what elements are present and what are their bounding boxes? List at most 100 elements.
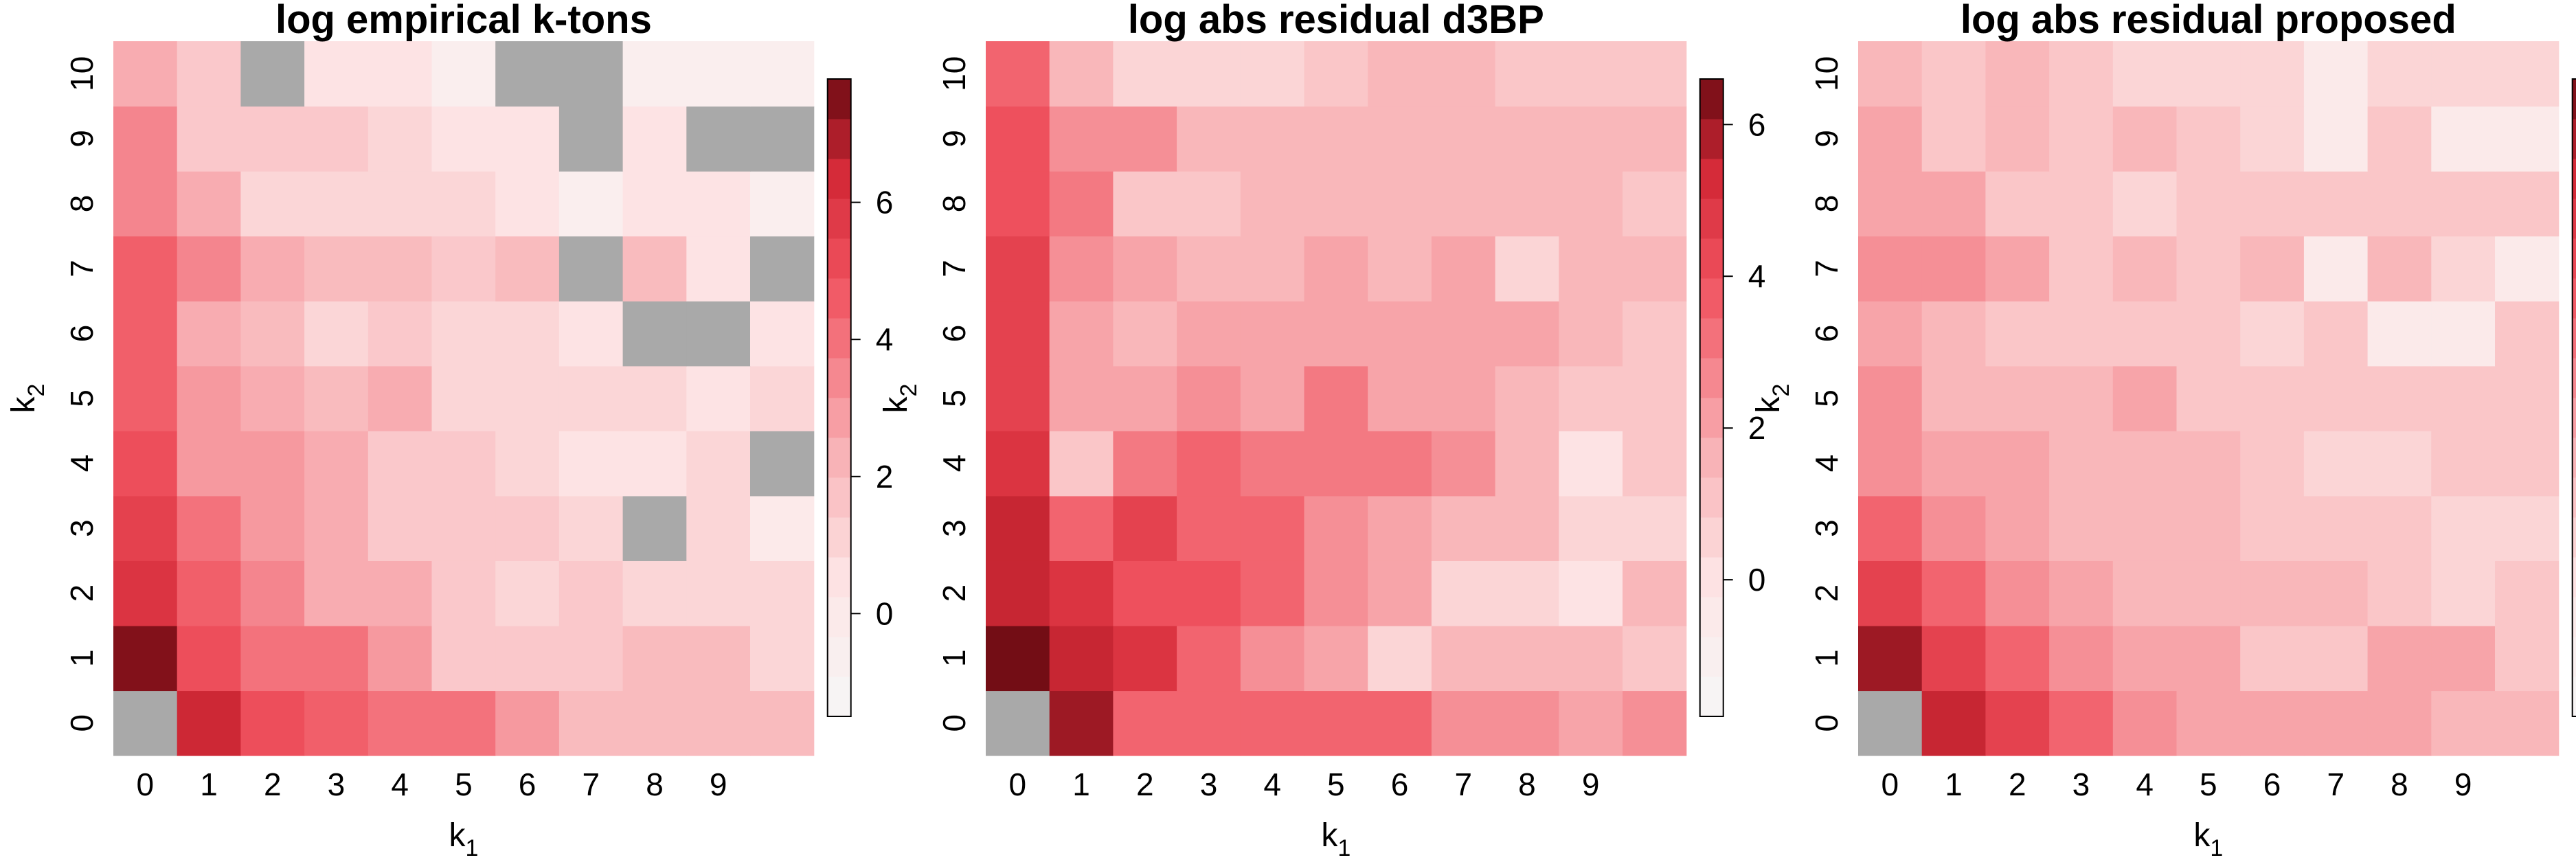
heatmap-cell xyxy=(113,495,178,561)
heatmap-cell xyxy=(304,625,369,692)
heatmap-cell xyxy=(2112,560,2178,626)
heatmap-cell xyxy=(1858,41,1923,107)
heatmap-cell xyxy=(2049,171,2114,237)
heatmap-cell xyxy=(1623,365,1687,431)
legend-color-band xyxy=(827,438,851,478)
heatmap-cell xyxy=(558,560,624,626)
legend-color-band xyxy=(2572,677,2576,717)
heatmap-cell xyxy=(750,560,815,626)
heatmap-cell xyxy=(431,431,496,497)
heatmap-cell xyxy=(495,495,560,561)
heatmap-cell xyxy=(2367,365,2432,431)
y-tick-label: 5 xyxy=(1809,389,1844,407)
x-tick-label: 8 xyxy=(1518,767,1536,802)
heatmap-cell xyxy=(2049,431,2114,497)
legend-color-band xyxy=(827,597,851,637)
heatmap-cell xyxy=(177,236,241,302)
x-tick-label: 2 xyxy=(1136,767,1154,802)
x-tick-label: 4 xyxy=(2136,767,2154,802)
heatmap-cell xyxy=(1623,236,1687,302)
heatmap-cell xyxy=(1368,41,1432,107)
heatmap-cell xyxy=(2495,431,2560,497)
heatmap-cell xyxy=(495,171,560,237)
heatmap-cell xyxy=(986,171,1050,237)
heatmap-cell xyxy=(431,625,496,692)
x-tick-label: 0 xyxy=(1009,767,1027,802)
heatmap-cell xyxy=(1177,301,1241,367)
y-tick-label: 0 xyxy=(64,714,100,732)
heatmap-cell xyxy=(622,236,687,302)
heatmap-cell xyxy=(686,495,751,561)
heatmap-cell xyxy=(1559,690,1623,756)
y-tick-label: 6 xyxy=(64,325,100,343)
x-tick-label: 3 xyxy=(328,767,346,802)
heatmap-cell xyxy=(1921,301,1986,367)
legend-color-band xyxy=(1699,159,1724,199)
legend-color-band xyxy=(827,79,851,120)
heatmap-cell xyxy=(177,106,241,172)
heatmap-cell xyxy=(750,106,815,172)
legend-color-band xyxy=(827,358,851,398)
legend-tick-label: 4 xyxy=(1748,258,1766,294)
heatmap-cell xyxy=(1559,106,1623,172)
x-tick-label: 5 xyxy=(2200,767,2217,802)
y-tick-label: 7 xyxy=(936,260,972,277)
heatmap-cell xyxy=(177,495,241,561)
heatmap-cell xyxy=(2495,625,2560,692)
heatmap-cell xyxy=(2431,625,2496,692)
heatmap-cell xyxy=(2495,560,2560,626)
heatmap-cell xyxy=(750,41,815,107)
legend-color-band xyxy=(2572,358,2576,398)
heatmap-cell xyxy=(1431,365,1496,431)
heatmap-cell xyxy=(1431,106,1496,172)
heatmap-cell xyxy=(113,690,178,756)
heatmap-cell xyxy=(1858,431,1923,497)
heatmap-cell xyxy=(1623,495,1687,561)
heatmap-cell xyxy=(1177,495,1241,561)
legend-color-band xyxy=(1699,398,1724,438)
heatmap-cell xyxy=(1177,106,1241,172)
legend-color-band xyxy=(2572,637,2576,677)
heatmap-cell xyxy=(1985,495,2050,561)
legend-color-band xyxy=(2572,477,2576,518)
heatmap-cell xyxy=(495,236,560,302)
heatmap-cell xyxy=(177,365,241,431)
heatmap-cell xyxy=(113,625,178,692)
heatmap-cell xyxy=(368,41,433,107)
legend-color-band xyxy=(827,677,851,717)
heatmap-cell xyxy=(2112,106,2178,172)
heatmap-cell xyxy=(1858,560,1923,626)
heatmap-cell xyxy=(240,690,305,756)
heatmap-cell xyxy=(304,690,369,756)
legend-color-band xyxy=(1699,557,1724,598)
legend-color-band xyxy=(827,517,851,558)
heatmap-cell xyxy=(2176,106,2241,172)
heatmap-cell xyxy=(1240,41,1305,107)
heatmap-cell xyxy=(1368,560,1432,626)
heatmap-cell xyxy=(2240,236,2305,302)
heatmap-cell xyxy=(1368,431,1432,497)
chart-title: log empirical k-tons xyxy=(275,0,652,42)
heatmap-cell xyxy=(1304,41,1368,107)
chart-title: log abs residual proposed xyxy=(1961,0,2456,42)
heatmap-cell xyxy=(240,171,305,237)
heatmap-cell xyxy=(368,365,433,431)
y-tick-label: 0 xyxy=(1809,714,1844,732)
legend-colorbar-frame xyxy=(2571,78,2576,717)
y-tick-label: 8 xyxy=(1809,195,1844,213)
heatmap-cell xyxy=(1368,171,1432,237)
heatmap-cell xyxy=(1921,560,1986,626)
x-tick-label: 7 xyxy=(1455,767,1473,802)
heatmap-cell xyxy=(2303,41,2369,107)
heatmap-cell xyxy=(1304,171,1368,237)
heatmap-cell xyxy=(622,301,687,367)
heatmap-cell xyxy=(1304,301,1368,367)
heatmap-cell xyxy=(1921,690,1986,756)
heatmap-cell xyxy=(2112,171,2178,237)
heatmap-cell xyxy=(750,625,815,692)
heatmap-cell xyxy=(1431,41,1496,107)
y-tick-label: 9 xyxy=(1809,130,1844,148)
heatmap-cell xyxy=(368,690,433,756)
heatmap-cell xyxy=(1113,560,1177,626)
heatmap-cell xyxy=(431,690,496,756)
